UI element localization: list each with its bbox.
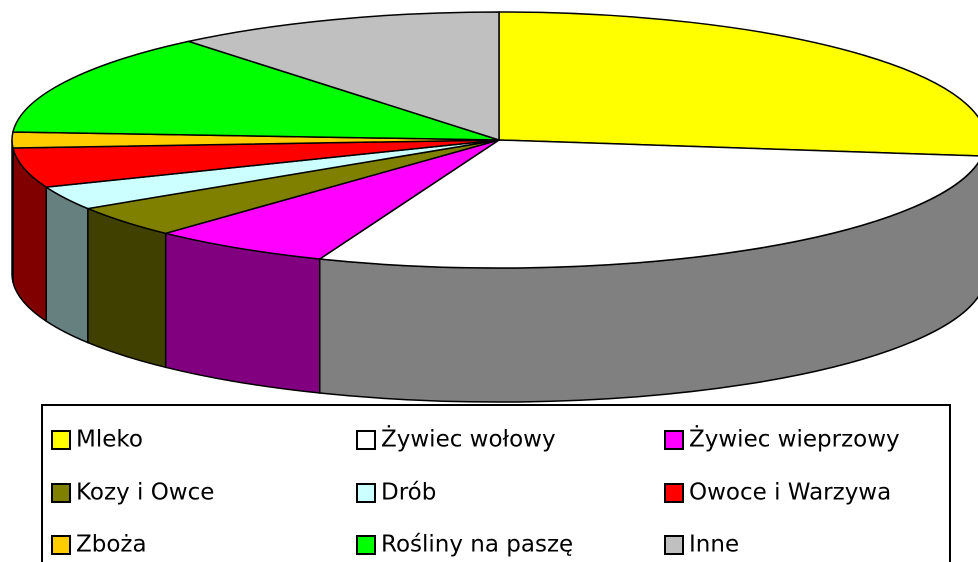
legend-label: Mleko <box>76 427 143 453</box>
legend-label: Zboża <box>76 532 147 558</box>
legend-swatch <box>356 430 376 450</box>
legend-swatch <box>664 483 684 503</box>
slice <box>317 139 978 269</box>
legend-box <box>41 404 951 562</box>
slice-side <box>11 139 14 283</box>
legend-swatch <box>664 430 684 450</box>
slice-side <box>164 232 321 394</box>
legend-label: Owoce i Warzywa <box>689 480 891 506</box>
legend-label: Żywiec wołowy <box>381 425 556 453</box>
legend-swatch <box>356 535 376 555</box>
legend-swatch <box>51 483 71 503</box>
slice <box>162 139 500 260</box>
slice <box>498 11 978 157</box>
legend-swatch <box>664 535 684 555</box>
slice <box>12 139 500 188</box>
slice <box>185 11 500 142</box>
legend-label: Żywiec wieprzowy <box>689 425 900 453</box>
legend-label: Drób <box>381 480 436 506</box>
legend-label: Inne <box>689 532 739 558</box>
slice <box>12 40 500 141</box>
slice-side <box>45 185 89 344</box>
legend-label: Rośliny na paszę <box>381 532 573 558</box>
slice-side <box>87 207 167 369</box>
legend-swatch <box>51 535 71 555</box>
legend-label: Kozy i Owce <box>76 480 214 506</box>
legend-swatch <box>51 430 71 450</box>
legend-swatch <box>356 483 376 503</box>
